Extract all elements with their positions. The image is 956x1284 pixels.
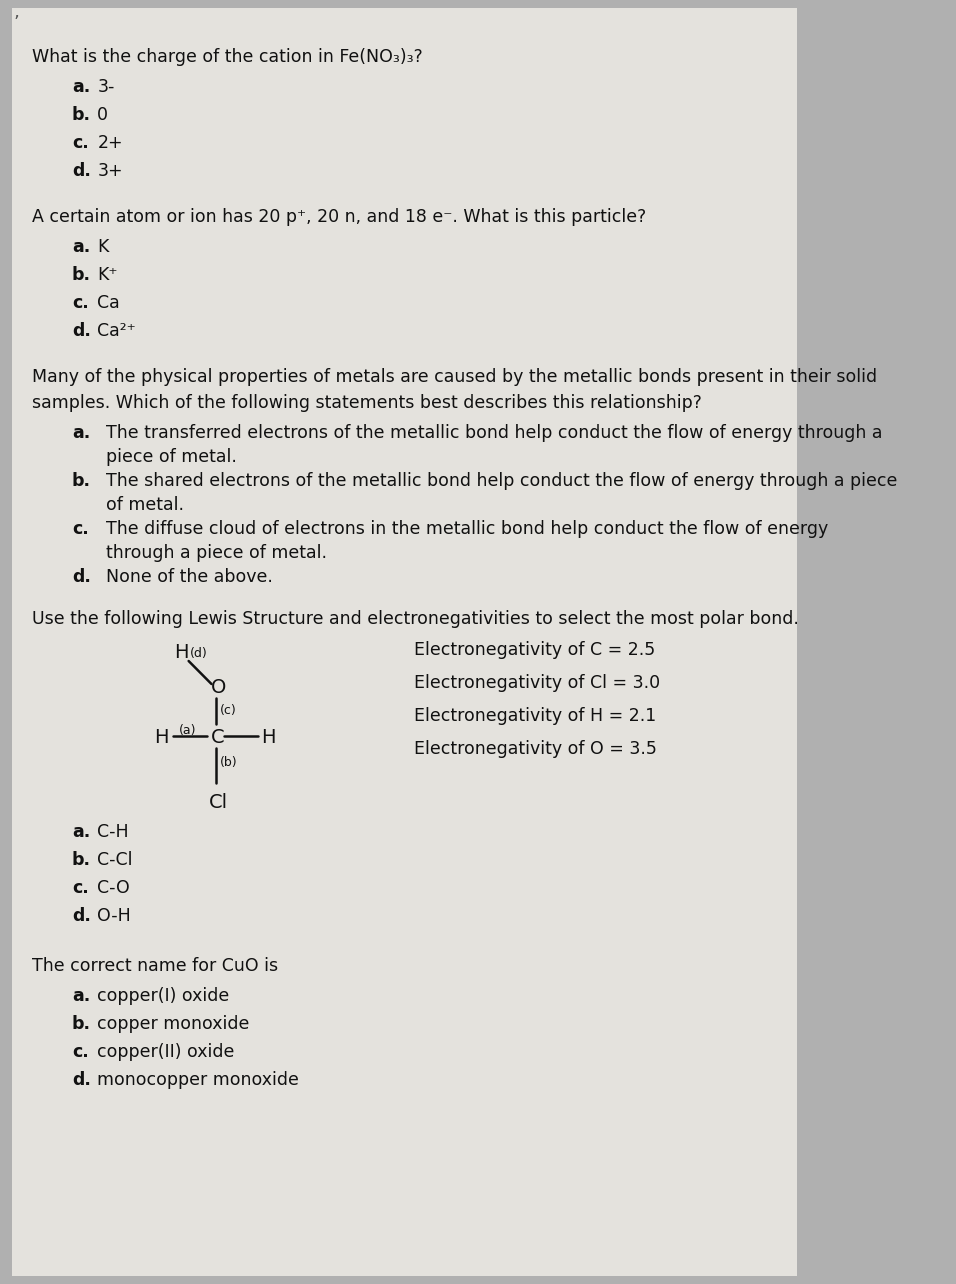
Text: a.: a. (72, 424, 90, 442)
Text: C-Cl: C-Cl (98, 851, 133, 869)
Text: A certain atom or ion has 20 p⁺, 20 n, and 18 e⁻. What is this particle?: A certain atom or ion has 20 p⁺, 20 n, a… (33, 208, 646, 226)
Text: C-H: C-H (98, 823, 129, 841)
Text: (b): (b) (220, 756, 237, 769)
Text: K⁺: K⁺ (98, 266, 118, 284)
Text: The transferred electrons of the metallic bond help conduct the flow of energy t: The transferred electrons of the metalli… (106, 424, 882, 442)
Text: b.: b. (72, 1014, 91, 1034)
Text: d.: d. (72, 1071, 91, 1089)
Text: copper monoxide: copper monoxide (98, 1014, 250, 1034)
Text: (d): (d) (190, 647, 208, 660)
Text: d.: d. (72, 907, 91, 924)
Text: K: K (98, 238, 109, 256)
Text: None of the above.: None of the above. (106, 568, 272, 586)
Text: H: H (261, 728, 276, 747)
Text: Cl: Cl (209, 794, 228, 811)
Text: b.: b. (72, 473, 91, 490)
Text: b.: b. (72, 107, 91, 125)
Text: 3+: 3+ (98, 162, 123, 180)
Text: b.: b. (72, 266, 91, 284)
Text: Electronegativity of O = 3.5: Electronegativity of O = 3.5 (415, 740, 658, 758)
Text: 3-: 3- (98, 78, 115, 96)
Text: d.: d. (72, 568, 91, 586)
Text: piece of metal.: piece of metal. (106, 448, 236, 466)
Text: a.: a. (72, 823, 90, 841)
Text: d.: d. (72, 162, 91, 180)
Text: Ca²⁺: Ca²⁺ (98, 322, 136, 340)
Text: d.: d. (72, 322, 91, 340)
Text: The diffuse cloud of electrons in the metallic bond help conduct the flow of ene: The diffuse cloud of electrons in the me… (106, 520, 828, 538)
Text: Use the following Lewis Structure and electronegativities to select the most pol: Use the following Lewis Structure and el… (33, 610, 799, 628)
Text: c.: c. (72, 134, 89, 152)
Text: copper(II) oxide: copper(II) oxide (98, 1043, 234, 1061)
Text: H: H (174, 643, 188, 663)
Text: The correct name for CuO is: The correct name for CuO is (33, 957, 278, 975)
Text: a.: a. (72, 987, 90, 1005)
Text: H: H (154, 728, 168, 747)
Text: 2+: 2+ (98, 134, 123, 152)
Text: 0: 0 (98, 107, 108, 125)
Text: Ca: Ca (98, 294, 120, 312)
Text: Many of the physical properties of metals are caused by the metallic bonds prese: Many of the physical properties of metal… (33, 369, 878, 386)
Text: Electronegativity of H = 2.1: Electronegativity of H = 2.1 (415, 707, 657, 725)
Text: of metal.: of metal. (106, 496, 184, 514)
Text: O-H: O-H (98, 907, 131, 924)
Text: The shared electrons of the metallic bond help conduct the flow of energy throug: The shared electrons of the metallic bon… (106, 473, 897, 490)
Text: What is the charge of the cation in Fe(NO₃)₃?: What is the charge of the cation in Fe(N… (33, 48, 423, 65)
Text: c.: c. (72, 1043, 89, 1061)
Text: a.: a. (72, 78, 90, 96)
Text: samples. Which of the following statements best describes this relationship?: samples. Which of the following statemen… (33, 394, 702, 412)
Text: (c): (c) (220, 704, 237, 716)
Text: c.: c. (72, 880, 89, 898)
Text: C-O: C-O (98, 880, 130, 898)
Text: Electronegativity of Cl = 3.0: Electronegativity of Cl = 3.0 (415, 674, 661, 692)
Text: O: O (210, 678, 226, 697)
Text: Electronegativity of C = 2.5: Electronegativity of C = 2.5 (415, 641, 656, 659)
Text: c.: c. (72, 294, 89, 312)
Text: a.: a. (72, 238, 90, 256)
Text: C: C (210, 728, 225, 747)
Text: through a piece of metal.: through a piece of metal. (106, 544, 327, 562)
Text: copper(I) oxide: copper(I) oxide (98, 987, 229, 1005)
Text: b.: b. (72, 851, 91, 869)
Text: monocopper monoxide: monocopper monoxide (98, 1071, 299, 1089)
Text: c.: c. (72, 520, 89, 538)
Text: ’: ’ (13, 14, 19, 32)
Text: (a): (a) (179, 724, 196, 737)
